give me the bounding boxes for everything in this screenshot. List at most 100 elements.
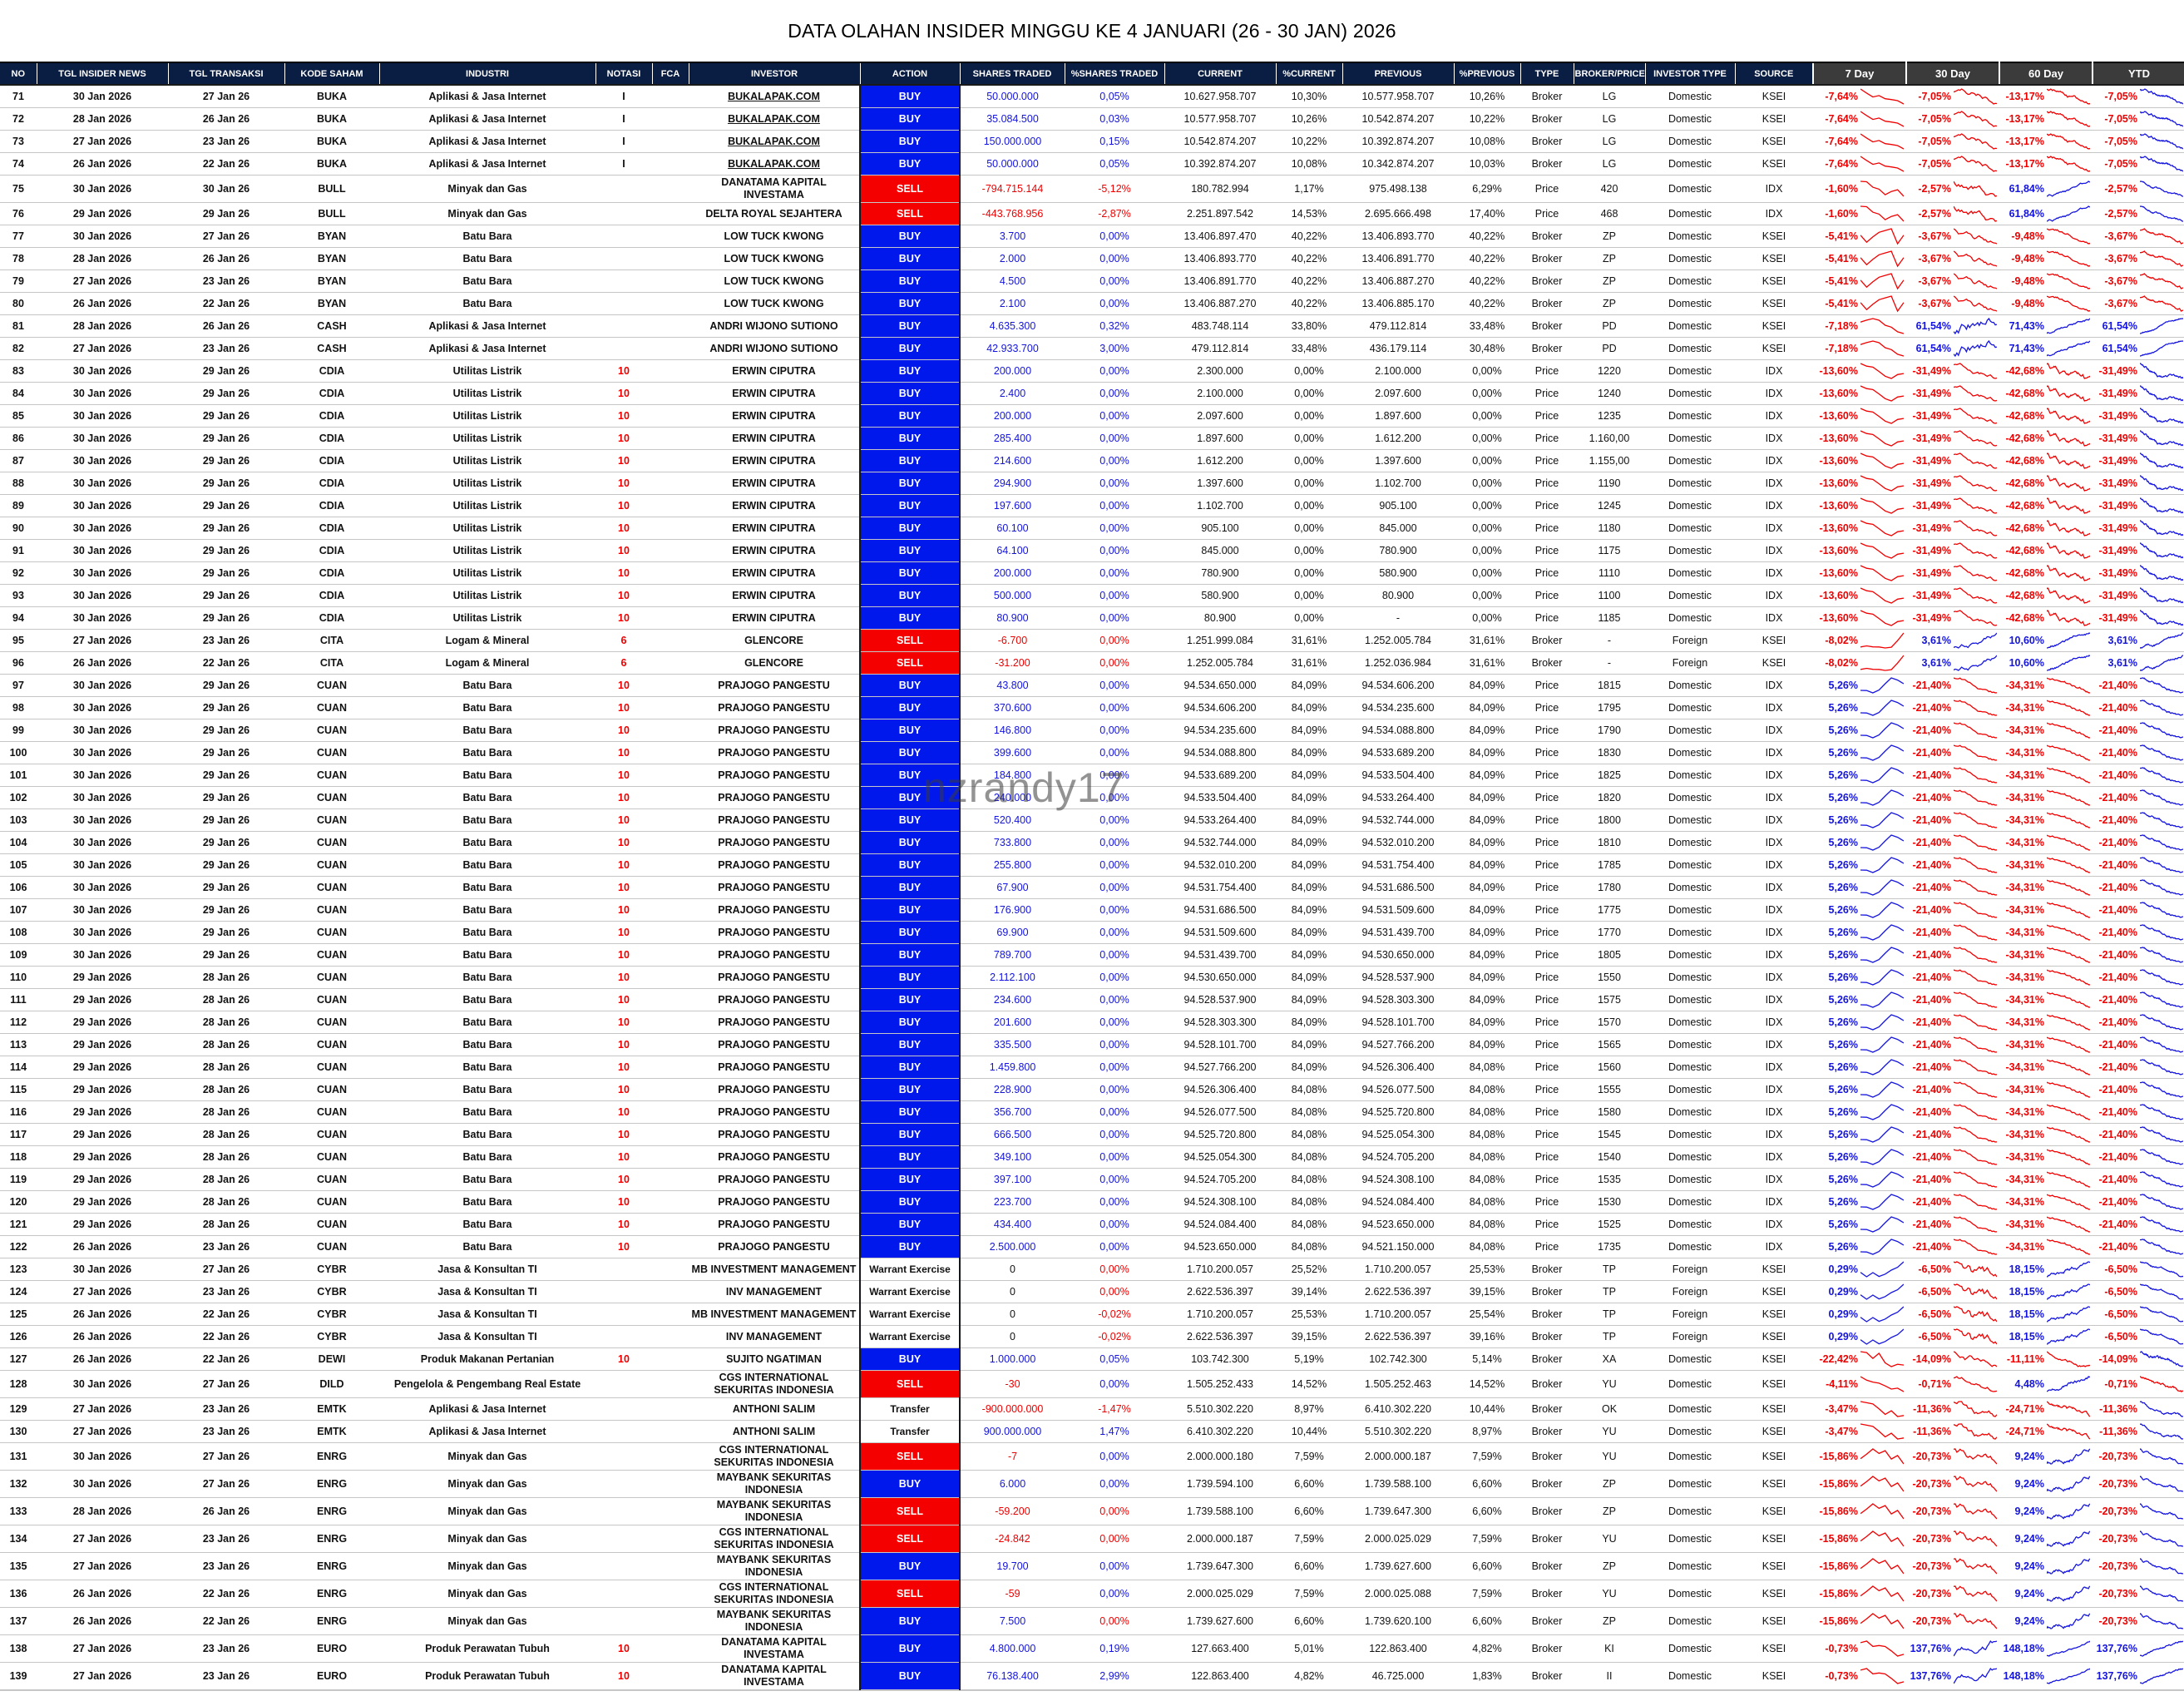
cell-tgl-insider-news: 26 Jan 2026 [37,152,168,176]
sparkline-30day-icon [1954,1036,1997,1053]
cell-trend-30day: -7,05% [1906,85,1999,108]
cell-kode-saham: BUKA [284,107,379,131]
cell-investor-type: Domestic [1645,539,1735,562]
cell-pct-current: 0,00% [1276,427,1342,450]
cell-trend-30day: -2,57% [1906,202,1999,225]
trend-value-30day: -7,05% [1918,113,1951,125]
cell-trend-30day: -3,67% [1906,292,1999,315]
cell-pct-previous: 84,09% [1454,808,1520,832]
trend-value-60day: 18,15% [2009,1263,2044,1275]
sparkline-60day-icon [2047,991,2090,1008]
table-row: 95 27 Jan 2026 23 Jan 26 CITA Logam & Minera… [0,629,2184,652]
cell-pct-current: 84,08% [1276,1100,1342,1124]
cell-action: SELL [859,1442,961,1471]
sparkline-30day-icon [1954,205,1997,222]
cell-trend-60day: 9,24% [1999,1552,2093,1580]
cell-investor: PRAJOGO PANGESTU [689,786,860,809]
cell-pct-shares-traded: 0,00% [1065,494,1164,517]
sparkline-7day-icon [1860,430,1904,447]
sparkline-60day-icon [2047,1503,2090,1520]
cell-tgl-transaksi: 22 Jan 26 [168,1607,284,1635]
trend-value-ytd: -11,36% [2099,1426,2137,1437]
table-bottom-edge [0,1690,2184,1696]
trend-value-7day: 5,26% [1828,1241,1858,1253]
cell-industri: Batu Bara [379,1190,595,1214]
cell-pct-current: 10,30% [1276,85,1342,108]
trend-value-60day: -34,31% [2005,724,2044,736]
cell-notasi: 10 [595,696,652,719]
cell-trend-ytd: -31,49% [2093,404,2184,428]
table-row: 108 30 Jan 2026 29 Jan 26 CUAN Batu Bara 10 PR… [0,921,2184,944]
cell-industri: Batu Bara [379,1100,595,1124]
cell-broker-price: 1525 [1574,1213,1645,1236]
cell-fca [652,1470,689,1498]
investor-link[interactable]: BUKALAPAK.COM [728,157,820,170]
sparkline-ytd-icon [2140,1239,2183,1255]
cell-action: BUY [859,1552,961,1580]
cell-trend-60day: -13,17% [1999,130,2093,153]
investor-link[interactable]: BUKALAPAK.COM [728,135,820,147]
cell-previous: 94.525.720.800 [1342,1100,1454,1124]
investor-link[interactable]: BUKALAPAK.COM [728,90,820,102]
trend-value-7day: -13,60% [1819,365,1858,377]
trend-value-60day: 9,24% [2014,1560,2044,1572]
cell-investor: BUKALAPAK.COM [689,152,860,176]
sparkline-60day-icon [2047,767,2090,784]
cell-trend-30day: -20,73% [1906,1525,1999,1553]
cell-previous: 2.000.025.029 [1342,1525,1454,1553]
cell-tgl-insider-news: 29 Jan 2026 [37,1056,168,1079]
cell-no: 89 [0,494,37,517]
trend-value-30day: -21,40% [1912,814,1951,826]
sparkline-7day-icon [1860,947,1904,963]
cell-trend-ytd: -21,40% [2093,1123,2184,1146]
cell-type: Broker [1520,107,1574,131]
cell-previous: 94.534.606.200 [1342,674,1454,697]
cell-pct-current: 84,09% [1276,1033,1342,1056]
cell-previous: 10.577.958.707 [1342,85,1454,108]
column-header--shares-traded: %SHARES TRADED [1065,62,1165,86]
cell-shares-traded: 197.600 [960,494,1065,517]
cell-previous: 94.523.650.000 [1342,1213,1454,1236]
cell-pct-current: 0,00% [1276,561,1342,585]
trend-value-ytd: -21,40% [2098,927,2137,938]
trend-value-7day: -4,11% [1826,1378,1858,1390]
cell-kode-saham: EMTK [284,1397,379,1421]
sparkline-ytd-icon [2140,722,2183,739]
cell-notasi [595,314,652,338]
cell-source: IDX [1735,831,1813,854]
trend-value-ytd: -31,49% [2098,433,2137,444]
cell-notasi: I [595,152,652,176]
cell-source: IDX [1735,1056,1813,1079]
cell-action: BUY [859,674,961,697]
investor-link[interactable]: BUKALAPAK.COM [728,112,820,125]
cell-broker-price: 468 [1574,202,1645,225]
cell-industri: Minyak dan Gas [379,175,595,203]
cell-trend-ytd: -21,40% [2093,966,2184,989]
cell-trend-7day: -15,86% [1813,1552,1906,1580]
cell-no: 134 [0,1525,37,1553]
cell-kode-saham: CASH [284,337,379,360]
trend-value-60day: 9,24% [2014,1533,2044,1545]
cell-industri: Utilitas Listrik [379,427,595,450]
sparkline-ytd-icon [2140,565,2183,581]
cell-pct-current: 25,52% [1276,1258,1342,1281]
sparkline-ytd-icon [2140,363,2183,379]
cell-kode-saham: DILD [284,1370,379,1398]
cell-kode-saham: ENRG [284,1497,379,1525]
cell-source: IDX [1735,472,1813,495]
trend-value-30day: -3,67% [1918,275,1951,287]
cell-previous: 10.542.874.207 [1342,107,1454,131]
trend-value-ytd: -21,40% [2098,1174,2137,1185]
cell-trend-7day: 5,26% [1813,1213,1906,1236]
cell-notasi: 10 [595,1190,652,1214]
cell-pct-shares-traded: -0,02% [1065,1303,1164,1326]
cell-tgl-insider-news: 28 Jan 2026 [37,314,168,338]
trend-value-30day: -21,40% [1912,837,1951,848]
trend-value-60day: -42,68% [2005,590,2044,601]
cell-fca [652,1235,689,1258]
sparkline-7day-icon [1860,812,1904,828]
sparkline-7day-icon [1860,497,1904,514]
sparkline-60day-icon [2047,587,2090,604]
cell-kode-saham: ENRG [284,1580,379,1608]
cell-broker-price: KI [1574,1634,1645,1663]
